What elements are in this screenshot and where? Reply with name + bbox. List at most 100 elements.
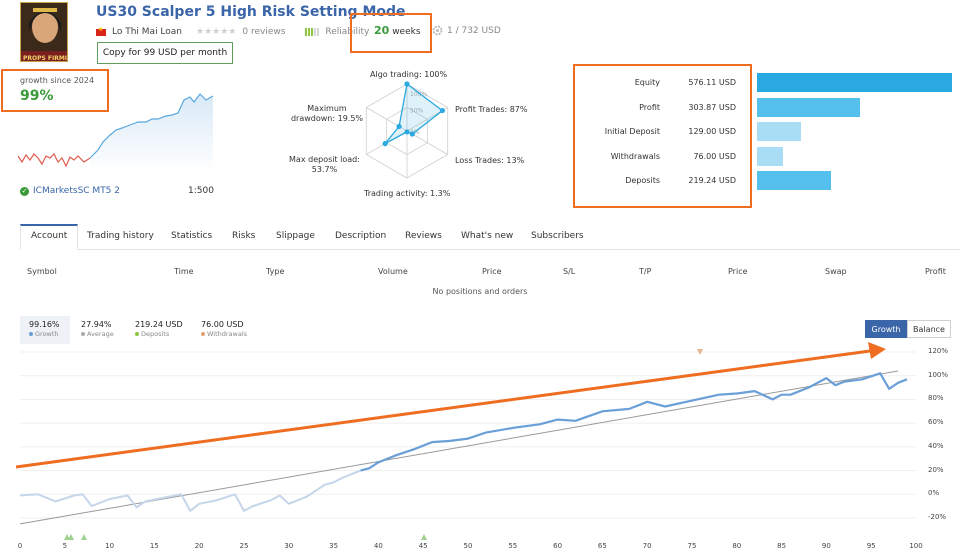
tab-reviews[interactable]: Reviews bbox=[405, 231, 442, 241]
deposit-marker-icon[interactable] bbox=[421, 534, 427, 540]
stat-value: 576.11 USD bbox=[688, 78, 736, 87]
reliability-bars-icon bbox=[305, 28, 320, 36]
radar-label-max-deposit-load-title: Max deposit load: bbox=[289, 155, 360, 164]
x-tick-label: 85 bbox=[777, 542, 787, 550]
legend-dot-icon bbox=[81, 332, 85, 336]
radar-label-max-drawdown-title: Maximum bbox=[307, 104, 347, 113]
x-tick-label: 25 bbox=[239, 542, 249, 550]
chart-stat-label-row: Deposits bbox=[135, 330, 192, 338]
radar-label-max-drawdown: Maximum drawdown: 19.5% bbox=[290, 104, 364, 124]
tab-statistics[interactable]: Statistics bbox=[171, 231, 213, 241]
chart-stat-label: Deposits bbox=[141, 330, 170, 338]
chart-stat-growth[interactable]: 99.16% Growth bbox=[20, 316, 70, 344]
x-tick-label: 0 bbox=[17, 542, 23, 550]
radar-point bbox=[404, 129, 410, 135]
leverage-value: 1:500 bbox=[188, 186, 214, 196]
x-tick-label: 45 bbox=[418, 542, 428, 550]
stat-bar bbox=[757, 97, 860, 117]
y-tick-label: 80% bbox=[928, 394, 944, 403]
radar-point bbox=[382, 141, 388, 147]
legend-dot-icon bbox=[201, 332, 205, 336]
weeks-indicator: 20 weeks bbox=[374, 24, 421, 37]
tab-slippage[interactable]: Slippage bbox=[276, 231, 315, 241]
radar-ring-label: 100% bbox=[410, 91, 427, 98]
deposit-marker-icon[interactable] bbox=[81, 534, 87, 540]
chart-stat-deposits[interactable]: 219.24 USD Deposits bbox=[132, 316, 192, 344]
copy-signal-button[interactable]: Copy for 99 USD per month bbox=[97, 42, 233, 64]
radar-label-loss-trades: Loss Trades: 13% bbox=[455, 156, 525, 165]
y-tick-label: 60% bbox=[928, 418, 944, 427]
signal-title[interactable]: US30 Scalper 5 High Risk Setting Mode bbox=[96, 4, 406, 20]
x-tick-label: 30 bbox=[284, 542, 294, 550]
stat-bar bbox=[757, 171, 832, 190]
y-tick-label: -20% bbox=[928, 513, 947, 521]
chart-stat-value: 27.94% bbox=[81, 320, 112, 329]
avatar-logo-text: PROPS FIRMI bbox=[23, 55, 67, 62]
mini-growth-chart[interactable] bbox=[18, 92, 216, 174]
legend-dot-icon bbox=[29, 332, 33, 336]
x-tick-label: 50 bbox=[463, 542, 473, 550]
author-name[interactable]: Lo Thi Mai Loan bbox=[112, 27, 183, 37]
tab-subscribers[interactable]: Subscribers bbox=[531, 231, 584, 241]
growth-highlight bbox=[1, 69, 109, 112]
broker-info[interactable]: ✓ ICMarketsSC MT5 2 bbox=[20, 186, 120, 196]
tab-account[interactable]: Account bbox=[20, 224, 79, 250]
column-header-profit: Profit bbox=[925, 267, 946, 276]
chart-stat-average[interactable]: 27.94% Average bbox=[78, 316, 128, 344]
tab-trading-history[interactable]: Trading history bbox=[87, 231, 154, 241]
average-line bbox=[19, 370, 899, 525]
y-tick-label: 120% bbox=[928, 347, 949, 355]
chart-stat-withdrawals[interactable]: 76.00 USD Withdrawals bbox=[198, 316, 253, 344]
stat-value: 129.00 USD bbox=[688, 127, 736, 136]
column-header-volume: Volume bbox=[378, 267, 408, 276]
growth-toggle-button[interactable]: Growth bbox=[865, 320, 907, 338]
mini-chart-area bbox=[90, 94, 213, 172]
column-header-price: Price bbox=[482, 267, 502, 276]
y-tick-label: 100% bbox=[928, 370, 949, 379]
growth-value: 99% bbox=[20, 88, 54, 104]
reviews-count[interactable]: 0 reviews bbox=[242, 27, 286, 37]
x-tick-label: 60 bbox=[553, 542, 563, 550]
stats-highlight bbox=[573, 64, 752, 208]
weeks-unit: weeks bbox=[392, 27, 421, 37]
chart-stat-value: 76.00 USD bbox=[201, 320, 244, 329]
x-tick-label: 40 bbox=[373, 542, 383, 550]
stat-value: 219.24 USD bbox=[688, 176, 736, 185]
withdrawal-marker-icon[interactable] bbox=[697, 349, 703, 355]
stat-row-withdrawals: Withdrawals 76.00 USD bbox=[576, 152, 736, 166]
weeks-highlight bbox=[350, 13, 432, 53]
stat-row-initial-deposit: Initial Deposit 129.00 USD bbox=[576, 127, 736, 141]
x-tick-label: 100 bbox=[909, 542, 923, 550]
signal-tabs: Account Trading history Statistics Risks Sli… bbox=[20, 224, 960, 250]
radar-label-max-deposit-load: Max deposit load: 53.7% bbox=[288, 155, 361, 175]
x-tick-label: 10 bbox=[105, 542, 115, 550]
x-tick-label: 90 bbox=[821, 542, 831, 550]
x-tick-label: 15 bbox=[149, 542, 159, 550]
radar-point bbox=[409, 131, 415, 137]
balance-toggle-button[interactable]: Balance bbox=[907, 320, 951, 338]
growth-line bbox=[360, 372, 908, 472]
radar-point bbox=[404, 81, 410, 87]
tab-what-s-new[interactable]: What's new bbox=[461, 231, 514, 241]
y-tick-label: 40% bbox=[928, 441, 944, 450]
stat-value: 76.00 USD bbox=[693, 151, 736, 161]
chart-stat-label-row: Withdrawals bbox=[201, 330, 253, 338]
column-header-time: Time bbox=[174, 267, 194, 276]
stat-row-profit: Profit 303.87 USD bbox=[576, 103, 736, 117]
radar-ring-label: 50% bbox=[410, 108, 424, 115]
chart-stat-label-row: Growth bbox=[29, 330, 70, 338]
x-tick-label: 35 bbox=[329, 542, 339, 550]
avatar[interactable]: PROPS FIRMI bbox=[20, 2, 68, 62]
broker-name[interactable]: ICMarketsSC MT5 2 bbox=[33, 186, 120, 196]
x-tick-label: 75 bbox=[687, 542, 697, 550]
x-tick-label: 65 bbox=[597, 542, 607, 550]
tab-description[interactable]: Description bbox=[335, 231, 387, 241]
tab-risks[interactable]: Risks bbox=[232, 231, 256, 241]
deposit-marker-icon[interactable] bbox=[68, 534, 74, 540]
chart-stat-label: Growth bbox=[35, 330, 59, 338]
radar-label-trading-activity: Trading activity: 1.3% bbox=[364, 189, 451, 198]
growth-label: growth since 2024 bbox=[20, 76, 95, 85]
column-header-symbol: Symbol bbox=[27, 267, 57, 276]
deposit-marker-icon[interactable] bbox=[64, 534, 70, 540]
growth-chart[interactable] bbox=[0, 340, 960, 555]
